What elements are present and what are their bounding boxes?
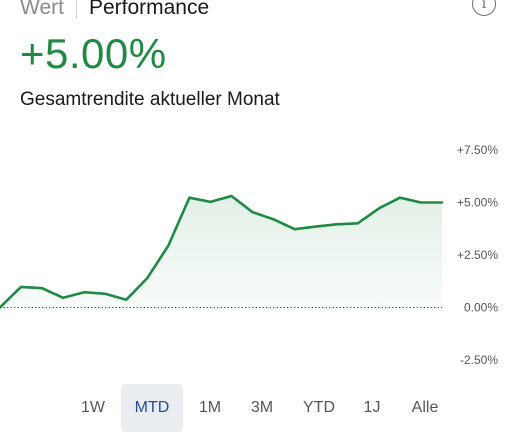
chart-area-fill <box>0 196 442 308</box>
y-tick-label: +5.00% <box>457 196 498 210</box>
chart-series-line <box>0 194 444 309</box>
tab-divider <box>75 0 77 19</box>
y-tick-label: +2.50% <box>457 248 498 262</box>
info-circle-icon[interactable]: i <box>472 0 496 16</box>
y-tick-label: 0.00% <box>464 301 498 315</box>
performance-value: +5.00% <box>20 30 167 77</box>
tab-wert[interactable]: Wert <box>20 0 64 19</box>
y-tick-label: -2.50% <box>460 353 498 367</box>
range-button-3m[interactable]: 3M <box>250 399 274 416</box>
range-button-alle[interactable]: Alle <box>411 399 439 416</box>
range-button-1j[interactable]: 1J <box>363 399 381 416</box>
view-tabs: Wert Performance <box>20 0 209 22</box>
performance-caption: Gesamtrendite aktueller Monat <box>20 89 280 110</box>
range-button-ytd[interactable]: YTD <box>303 399 335 416</box>
performance-chart: +7.50% +5.00% +2.50% 0.00% -2.50% <box>0 143 498 367</box>
range-button-1m[interactable]: 1M <box>198 399 222 416</box>
time-range-selector: 1W MTD 1M 3M YTD 1J Alle <box>0 384 520 432</box>
y-tick-label: +7.50% <box>457 143 498 157</box>
tab-performance[interactable]: Performance <box>88 0 210 19</box>
range-button-1w[interactable]: 1W <box>81 399 105 416</box>
range-button-mtd[interactable]: MTD <box>121 384 183 432</box>
